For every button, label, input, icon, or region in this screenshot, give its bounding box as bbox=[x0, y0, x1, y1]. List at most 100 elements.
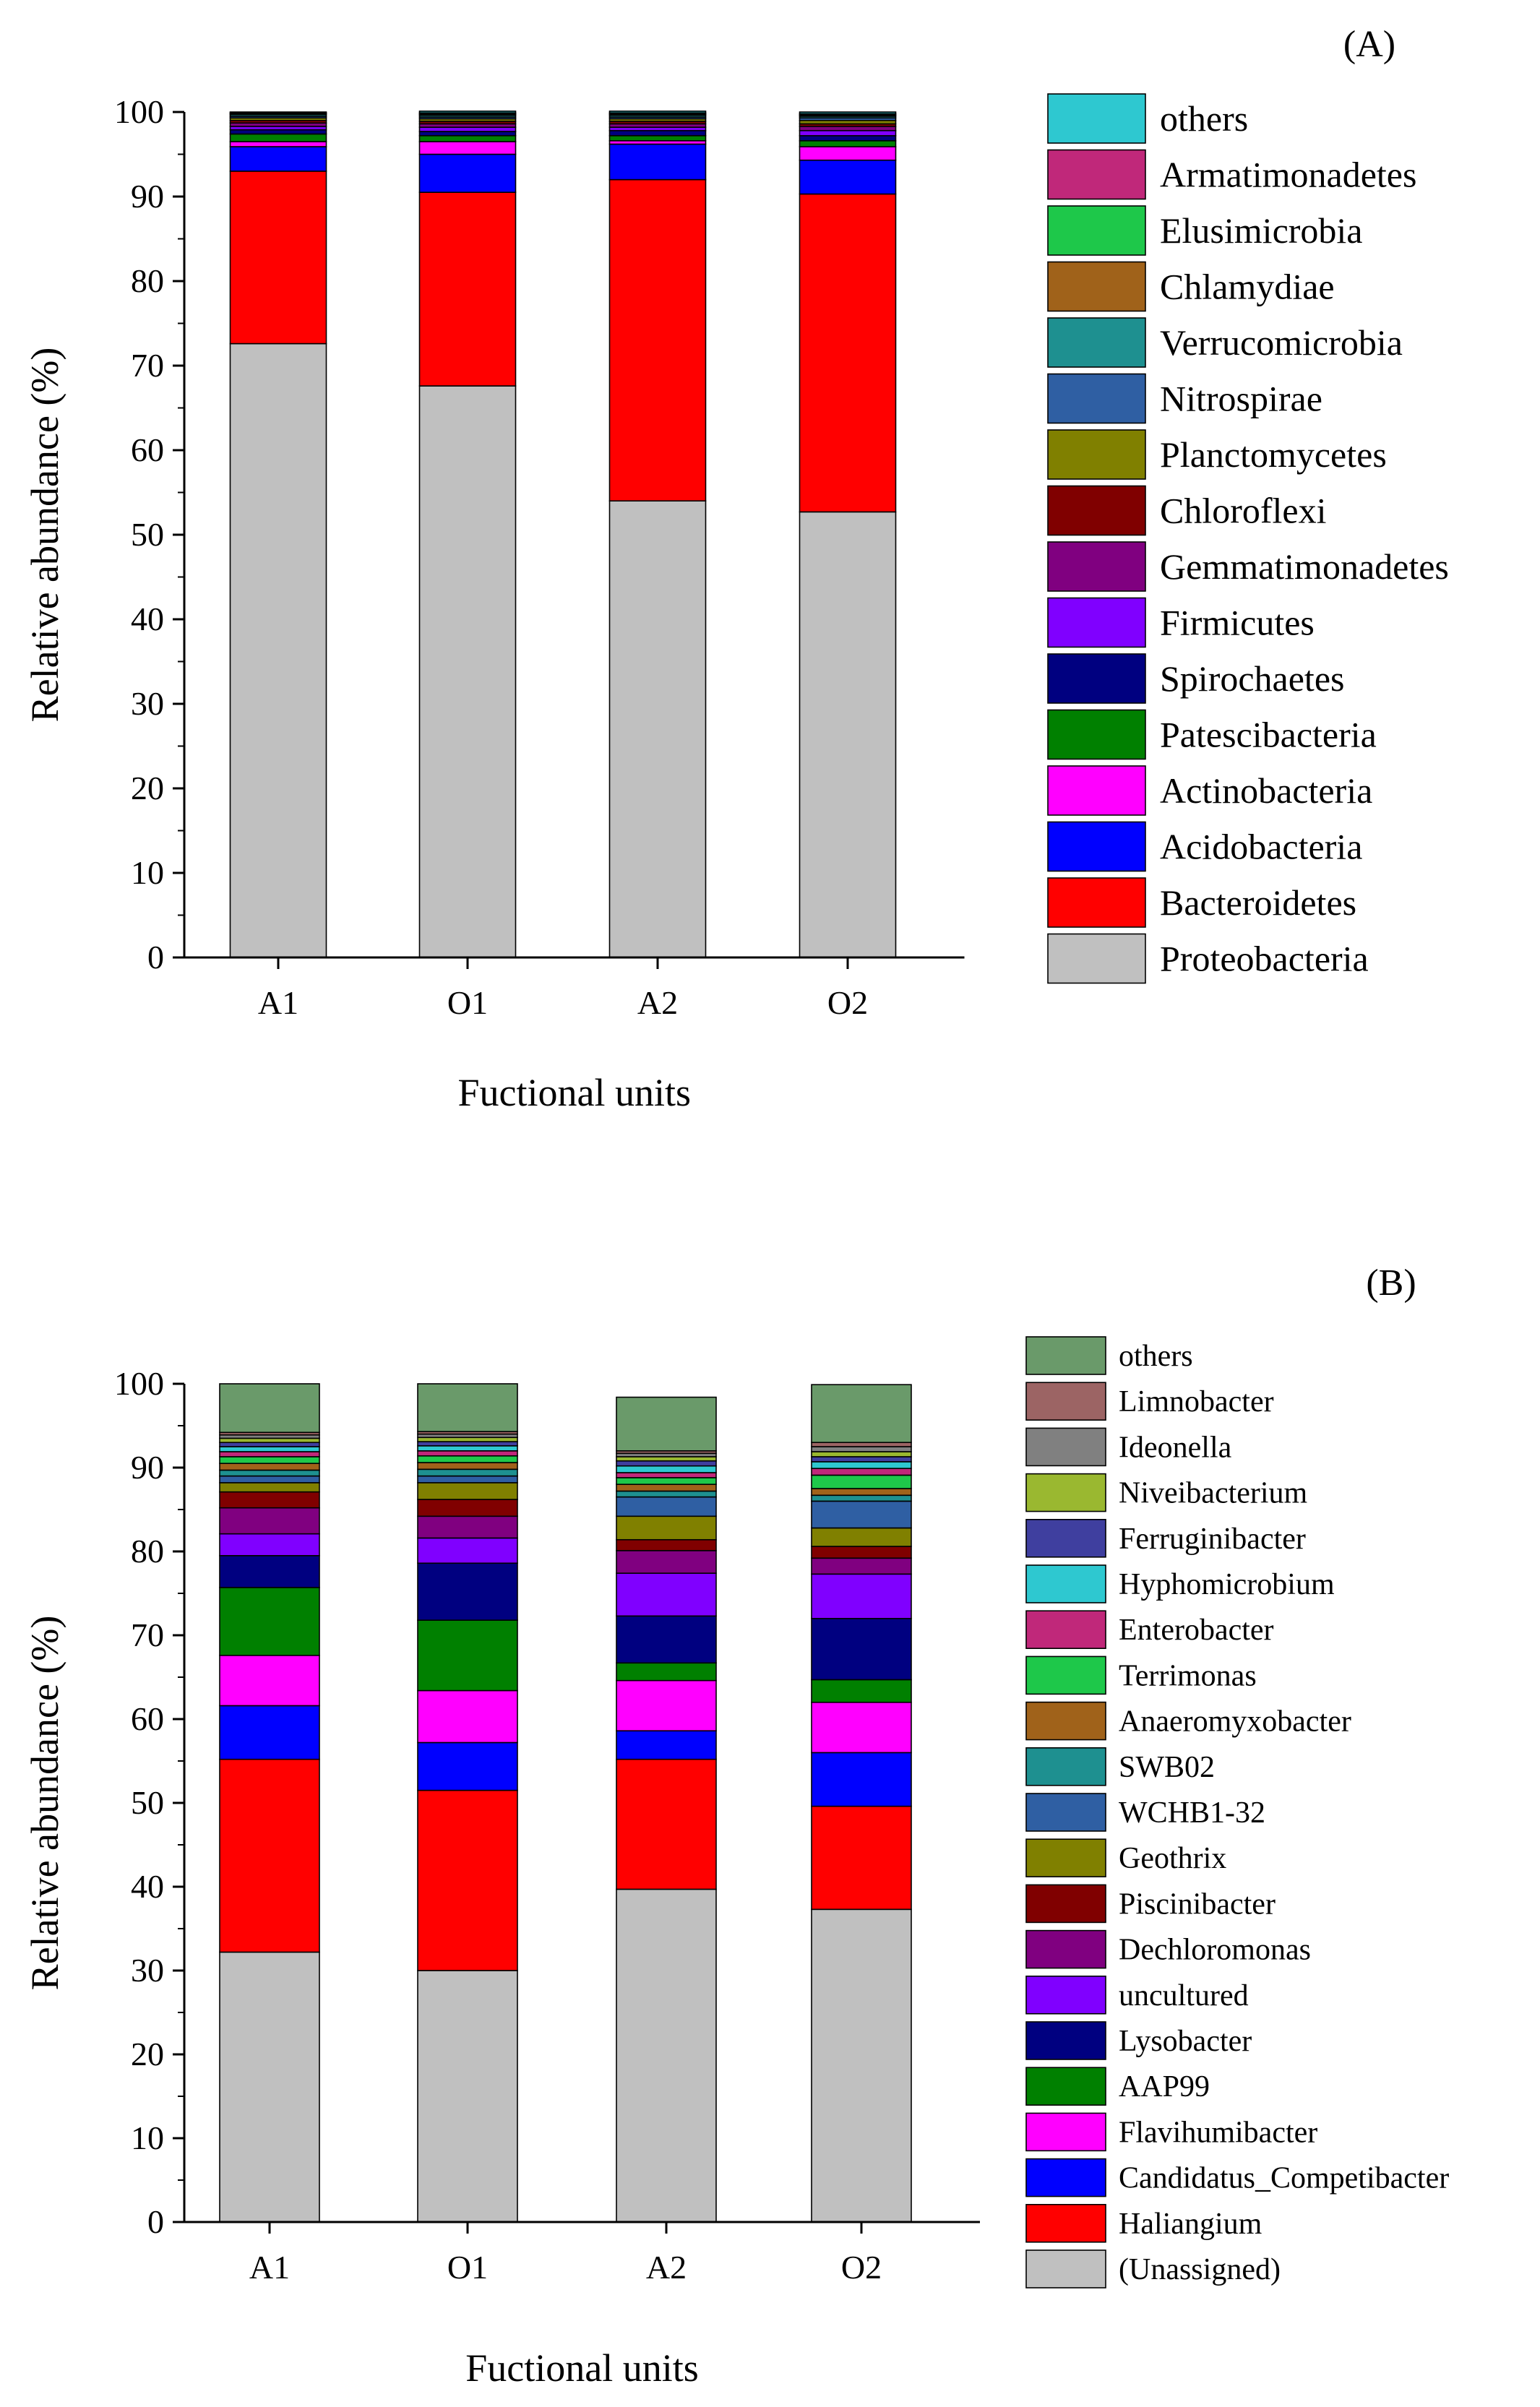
legend-label-terrimonas: Terrimonas bbox=[1119, 1659, 1257, 1692]
legend-swatch-flavihumibacter bbox=[1025, 2112, 1106, 2152]
legend-label-armatimonadetes: Armatimonadetes bbox=[1160, 155, 1416, 195]
legend-swatch-verrucomicrobia bbox=[1047, 317, 1146, 368]
legend-swatch-planctomycetes bbox=[1047, 429, 1146, 480]
y-tick-label-a-10: 10 bbox=[131, 854, 164, 891]
bar-segment-spirochaetes-a2 bbox=[608, 129, 707, 137]
bar-segment-haliangium-a1 bbox=[219, 1758, 320, 1953]
bar-segment-enterobacter-o1 bbox=[417, 1450, 518, 1457]
legend-label-chloroflexi: Chloroflexi bbox=[1160, 491, 1327, 531]
legend-label-ferruginibacter: Ferruginibacter bbox=[1119, 1523, 1306, 1556]
legend-swatch-limnobacter bbox=[1025, 1382, 1106, 1421]
legend-label-bacteroidetes: Bacteroidetes bbox=[1160, 882, 1356, 923]
bar-segment-patescibacteria-a2 bbox=[608, 134, 707, 142]
legend-label-flavihumibacter: Flavihumibacter bbox=[1119, 2116, 1317, 2149]
legend-label-geothrix: Geothrix bbox=[1119, 1842, 1226, 1875]
bar-segment-piscinibacter-o2 bbox=[811, 1546, 912, 1559]
bar-segment-uncultured-a2 bbox=[616, 1572, 717, 1617]
bar-segment-others-o2 bbox=[811, 1384, 912, 1444]
legend-label-firmicutes: Firmicutes bbox=[1160, 603, 1315, 643]
legend-swatch-actinobacteria bbox=[1047, 765, 1146, 816]
legend-label-verrucomicrobia: Verrucomicrobia bbox=[1160, 322, 1403, 363]
y-axis-title-b: Relative abundance (%) bbox=[23, 1616, 66, 1991]
bar-segment-firmicutes-o2 bbox=[799, 129, 897, 137]
legend-label-niveibacterium: Niveibacterium bbox=[1119, 1477, 1308, 1510]
bar-segment-wchb1-32-o1 bbox=[417, 1475, 518, 1484]
panel-label-a: (A) bbox=[1343, 24, 1395, 65]
legend-label-candidatus-competibacter: Candidatus_Competibacter bbox=[1119, 2162, 1449, 2195]
bar-segment-swb02-o1 bbox=[417, 1468, 518, 1477]
x-tick-label-a-o2: O2 bbox=[827, 984, 868, 1021]
bar-segment-ideonella-o2 bbox=[811, 1446, 912, 1452]
bar-segment-proteobacteria-a1 bbox=[229, 343, 327, 958]
legend-swatch-ideonella bbox=[1025, 1427, 1106, 1467]
y-tick-label-b-100: 100 bbox=[114, 1365, 164, 1402]
bar-segment-piscinibacter-o1 bbox=[417, 1499, 518, 1517]
bar-segment-hyphomicrobium-o2 bbox=[811, 1461, 912, 1469]
legend-label-planctomycetes: Planctomycetes bbox=[1160, 434, 1387, 475]
legend-swatch-others bbox=[1025, 1336, 1106, 1375]
bar-segment-hyphomicrobium-o1 bbox=[417, 1445, 518, 1452]
bar-segment-proteobacteria-o2 bbox=[799, 511, 897, 958]
legend-swatch-wchb1-32 bbox=[1025, 1793, 1106, 1832]
bar-segment-limnobacter-o2 bbox=[811, 1442, 912, 1447]
legend-swatch-elusimicrobia bbox=[1047, 205, 1146, 256]
bar-segment-firmicutes-o1 bbox=[418, 126, 517, 132]
legend-swatch-niveibacterium bbox=[1025, 1473, 1106, 1512]
bar-segment-others-o2 bbox=[799, 111, 897, 115]
bar-segment-anaeromyxobacter-a2 bbox=[616, 1484, 717, 1492]
bar-segment-bacteroidetes-o2 bbox=[799, 193, 897, 513]
legend-label-wchb1-32: WCHB1-32 bbox=[1119, 1796, 1265, 1830]
y-tick-label-a-60: 60 bbox=[131, 431, 164, 468]
y-axis-title-a: Relative abundance (%) bbox=[23, 348, 66, 723]
bar-segment-ferruginibacter-a2 bbox=[616, 1460, 717, 1467]
bar-segment-wchb1-32-a2 bbox=[616, 1496, 717, 1517]
bar-segment-acidobacteria-o2 bbox=[799, 159, 897, 195]
bar-segment-piscinibacter-a1 bbox=[219, 1491, 320, 1509]
bar-segment-flavihumibacter-a1 bbox=[219, 1655, 320, 1707]
y-tick-label-a-100: 100 bbox=[114, 93, 164, 130]
bar-segment-spirochaetes-o1 bbox=[418, 131, 517, 137]
legend-label-proteobacteria: Proteobacteria bbox=[1160, 939, 1369, 979]
bar-segment-aap99-a2 bbox=[616, 1662, 717, 1682]
legend-swatch-armatimonadetes bbox=[1047, 149, 1146, 200]
legend-label-haliangium: Haliangium bbox=[1119, 2208, 1262, 2241]
bar-segment-dechloromonas-o1 bbox=[417, 1515, 518, 1539]
bar-segment-spirochaetes-o2 bbox=[799, 134, 897, 142]
y-tick-label-a-0: 0 bbox=[147, 939, 164, 976]
bar-segment-candidatus-competibacter-a2 bbox=[616, 1730, 717, 1760]
bar-segment-anaeromyxobacter-o2 bbox=[811, 1488, 912, 1497]
bar-segment-swb02-a2 bbox=[616, 1490, 717, 1498]
bar-segment-terrimonas-o2 bbox=[811, 1474, 912, 1489]
bar-segment-armatimonadetes-a1 bbox=[229, 111, 327, 113]
bar-segment-niveibacterium-a1 bbox=[219, 1437, 320, 1444]
legend-swatch-aap99 bbox=[1025, 2067, 1106, 2106]
bar-segment-haliangium-o1 bbox=[417, 1789, 518, 1971]
bar-segment-proteobacteria-a2 bbox=[608, 500, 707, 958]
bar-segment-ferruginibacter-o1 bbox=[417, 1441, 518, 1447]
bar-segment-geothrix-a2 bbox=[616, 1515, 717, 1541]
bar-segment-flavihumibacter-a2 bbox=[616, 1679, 717, 1732]
y-tick-label-a-90: 90 bbox=[131, 178, 164, 215]
bar-segment-anaeromyxobacter-o1 bbox=[417, 1462, 518, 1471]
bar-segment-terrimonas-o1 bbox=[417, 1455, 518, 1463]
legend-swatch-piscinibacter bbox=[1025, 1884, 1106, 1924]
x-tick-label-b-a2: A2 bbox=[646, 2249, 687, 2286]
bar-segment-unassigned-o1 bbox=[417, 1970, 518, 2223]
bar-segment-patescibacteria-o1 bbox=[418, 134, 517, 142]
bar-segment-spirochaetes-a1 bbox=[229, 129, 327, 135]
bar-segment-flavihumibacter-o1 bbox=[417, 1689, 518, 1744]
legend-swatch-gemmatimonadetes bbox=[1047, 541, 1146, 592]
bar-segment-geothrix-a1 bbox=[219, 1482, 320, 1493]
bar-segment-niveibacterium-o1 bbox=[417, 1437, 518, 1442]
y-tick-label-b-80: 80 bbox=[131, 1533, 164, 1569]
legend-swatch-chloroflexi bbox=[1047, 485, 1146, 536]
bar-segment-enterobacter-a2 bbox=[616, 1472, 717, 1478]
bar-segment-others-a1 bbox=[219, 1383, 320, 1434]
legend-swatch-unassigned bbox=[1025, 2249, 1106, 2288]
legend-swatch-spirochaetes bbox=[1047, 653, 1146, 704]
bar-segment-enterobacter-o2 bbox=[811, 1468, 912, 1476]
legend-swatch-uncultured bbox=[1025, 1976, 1106, 2015]
y-tick-label-a-20: 20 bbox=[131, 770, 164, 806]
legend-label-limnobacter: Limnobacter bbox=[1119, 1385, 1274, 1418]
bar-segment-geothrix-o2 bbox=[811, 1527, 912, 1547]
